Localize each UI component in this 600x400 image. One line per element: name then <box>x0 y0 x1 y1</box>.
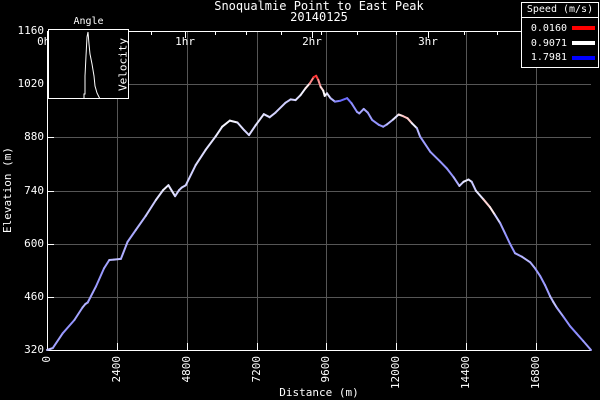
inset-curve <box>83 31 101 100</box>
gridlines <box>47 31 591 350</box>
legend-color-swatch <box>572 41 595 45</box>
speed-legend: Speed (m/s) 0.0160 0.9071 1.7981 <box>521 2 599 68</box>
legend-entry-label: 1.7981 <box>530 52 567 64</box>
legend-color-swatch <box>572 55 595 60</box>
legend-color-swatch <box>572 26 595 31</box>
legend-rows: 0.0160 0.9071 1.7981 <box>522 18 598 67</box>
inset-title: Angle <box>73 16 104 27</box>
inset-canvas <box>83 31 101 100</box>
legend-title: Speed (m/s) <box>522 3 598 18</box>
elevation-profile-line <box>46 74 592 351</box>
legend-entry-label: 0.0160 <box>530 22 567 34</box>
inset-velocity-label: Velocity <box>116 38 130 91</box>
legend-entry-label: 0.9071 <box>530 37 567 49</box>
legend-entry: 0.9071 <box>522 38 598 49</box>
angle-velocity-inset: Velocity <box>48 29 130 100</box>
legend-entry: 1.7981 <box>522 52 598 63</box>
legend-entry: 0.0160 <box>522 23 598 34</box>
